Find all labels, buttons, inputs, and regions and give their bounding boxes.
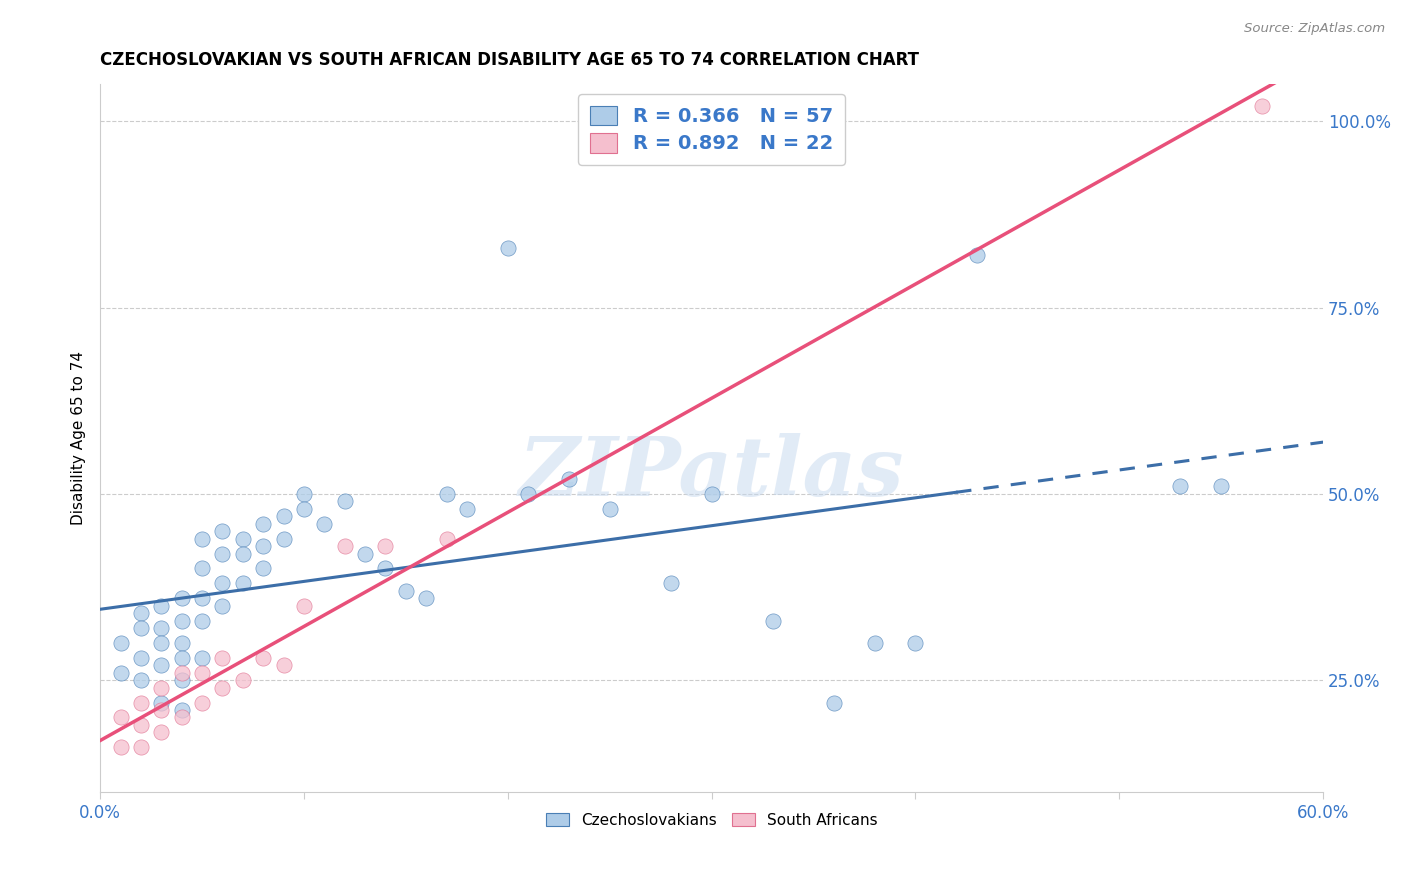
- Point: [191, 665, 214, 680]
- Point: [191, 650, 214, 665]
- Point: [211, 650, 233, 665]
- Point: [558, 472, 581, 486]
- Point: [273, 658, 295, 673]
- Point: [863, 636, 886, 650]
- Point: [436, 487, 458, 501]
- Point: [170, 673, 193, 688]
- Point: [517, 487, 540, 501]
- Point: [273, 532, 295, 546]
- Point: [1251, 99, 1274, 113]
- Point: [129, 740, 152, 755]
- Point: [252, 539, 274, 553]
- Point: [1170, 479, 1192, 493]
- Point: [395, 583, 418, 598]
- Legend: Czechoslovakians, South Africans: Czechoslovakians, South Africans: [540, 806, 884, 834]
- Point: [232, 576, 254, 591]
- Point: [170, 665, 193, 680]
- Point: [456, 501, 478, 516]
- Point: [170, 710, 193, 724]
- Text: CZECHOSLOVAKIAN VS SOUTH AFRICAN DISABILITY AGE 65 TO 74 CORRELATION CHART: CZECHOSLOVAKIAN VS SOUTH AFRICAN DISABIL…: [100, 51, 920, 69]
- Point: [150, 696, 173, 710]
- Point: [129, 696, 152, 710]
- Point: [150, 636, 173, 650]
- Point: [599, 501, 621, 516]
- Point: [211, 547, 233, 561]
- Point: [170, 650, 193, 665]
- Point: [354, 547, 377, 561]
- Point: [904, 636, 927, 650]
- Point: [129, 621, 152, 635]
- Point: [966, 248, 988, 262]
- Point: [333, 494, 356, 508]
- Point: [252, 516, 274, 531]
- Point: [252, 561, 274, 575]
- Y-axis label: Disability Age 65 to 74: Disability Age 65 to 74: [72, 351, 86, 525]
- Text: Source: ZipAtlas.com: Source: ZipAtlas.com: [1244, 22, 1385, 36]
- Point: [150, 703, 173, 717]
- Point: [333, 539, 356, 553]
- Point: [150, 658, 173, 673]
- Point: [129, 673, 152, 688]
- Point: [232, 673, 254, 688]
- Point: [191, 532, 214, 546]
- Point: [436, 532, 458, 546]
- Point: [110, 710, 132, 724]
- Point: [211, 599, 233, 613]
- Point: [191, 591, 214, 606]
- Point: [374, 539, 396, 553]
- Point: [659, 576, 682, 591]
- Point: [232, 547, 254, 561]
- Point: [150, 725, 173, 739]
- Point: [762, 614, 785, 628]
- Point: [415, 591, 437, 606]
- Point: [191, 614, 214, 628]
- Point: [700, 487, 723, 501]
- Point: [170, 703, 193, 717]
- Point: [170, 636, 193, 650]
- Point: [314, 516, 336, 531]
- Point: [110, 665, 132, 680]
- Point: [823, 696, 845, 710]
- Point: [211, 576, 233, 591]
- Text: ZIPatlas: ZIPatlas: [519, 434, 904, 514]
- Point: [374, 561, 396, 575]
- Point: [129, 718, 152, 732]
- Point: [191, 696, 214, 710]
- Point: [252, 650, 274, 665]
- Point: [191, 561, 214, 575]
- Point: [273, 509, 295, 524]
- Point: [110, 636, 132, 650]
- Point: [129, 606, 152, 620]
- Point: [170, 591, 193, 606]
- Point: [1211, 479, 1233, 493]
- Point: [292, 599, 315, 613]
- Point: [292, 501, 315, 516]
- Point: [129, 650, 152, 665]
- Point: [150, 599, 173, 613]
- Point: [211, 681, 233, 695]
- Point: [292, 487, 315, 501]
- Point: [496, 241, 519, 255]
- Point: [150, 621, 173, 635]
- Point: [170, 614, 193, 628]
- Point: [232, 532, 254, 546]
- Point: [150, 681, 173, 695]
- Point: [211, 524, 233, 538]
- Point: [110, 740, 132, 755]
